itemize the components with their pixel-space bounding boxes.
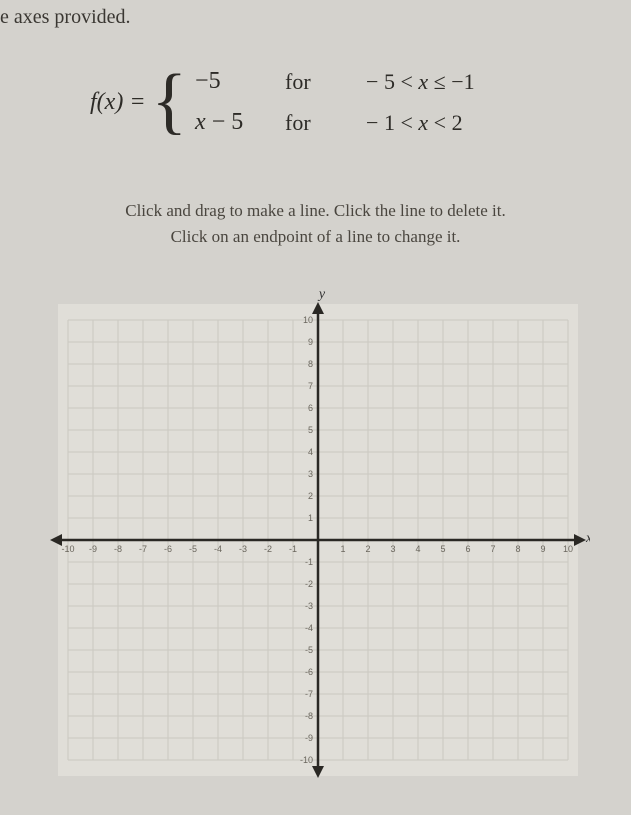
svg-text:-4: -4 (214, 544, 222, 554)
svg-text:9: 9 (540, 544, 545, 554)
svg-text:5: 5 (308, 425, 313, 435)
svg-text:-10: -10 (61, 544, 74, 554)
svg-text:-7: -7 (305, 689, 313, 699)
svg-text:9: 9 (308, 337, 313, 347)
svg-text:3: 3 (308, 469, 313, 479)
svg-text:1: 1 (340, 544, 345, 554)
svg-text:-5: -5 (189, 544, 197, 554)
svg-text:-9: -9 (305, 733, 313, 743)
instructions-line1: Click and drag to make a line. Click the… (0, 198, 631, 224)
x-axis-label: x (585, 531, 590, 546)
svg-text:-2: -2 (305, 579, 313, 589)
case1-value: −5 (195, 68, 285, 95)
svg-text:8: 8 (308, 359, 313, 369)
svg-text:-4: -4 (305, 623, 313, 633)
instructions: Click and drag to make a line. Click the… (0, 198, 631, 249)
y-axis-label: y (317, 287, 326, 302)
svg-text:-7: -7 (139, 544, 147, 554)
svg-text:10: 10 (563, 544, 573, 554)
case1-for: for (285, 69, 355, 95)
svg-text:-3: -3 (305, 601, 313, 611)
svg-text:6: 6 (465, 544, 470, 554)
piecewise-equation: f(x) = { −5 for − 5 < x ≤ −1 x − 5 for −… (90, 68, 475, 136)
svg-text:6: 6 (308, 403, 313, 413)
case2-for: for (285, 110, 355, 136)
svg-text:-8: -8 (114, 544, 122, 554)
instructions-line2: Click on an endpoint of a line to change… (0, 224, 631, 250)
svg-text:-5: -5 (305, 645, 313, 655)
svg-text:2: 2 (365, 544, 370, 554)
equation-lhs: f(x) = (90, 89, 146, 116)
svg-text:3: 3 (390, 544, 395, 554)
svg-text:-10: -10 (300, 755, 313, 765)
svg-text:4: 4 (415, 544, 420, 554)
svg-text:-8: -8 (305, 711, 313, 721)
svg-text:2: 2 (308, 491, 313, 501)
case2-value: x − 5 (195, 109, 285, 136)
equation-cases: −5 for − 5 < x ≤ −1 x − 5 for − 1 < x < … (195, 68, 475, 136)
svg-text:7: 7 (490, 544, 495, 554)
svg-text:8: 8 (515, 544, 520, 554)
case-row-1: −5 for − 5 < x ≤ −1 (195, 68, 475, 95)
case1-condition: − 5 < x ≤ −1 (355, 69, 475, 95)
brace-left: { (152, 72, 188, 131)
svg-text:-6: -6 (164, 544, 172, 554)
svg-text:7: 7 (308, 381, 313, 391)
case2-condition: − 1 < x < 2 (355, 110, 463, 136)
svg-text:5: 5 (440, 544, 445, 554)
svg-text:10: 10 (303, 315, 313, 325)
axes-group (50, 302, 586, 778)
prompt-fragment: e axes provided. (0, 6, 131, 29)
svg-text:-6: -6 (305, 667, 313, 677)
case-row-2: x − 5 for − 1 < x < 2 (195, 109, 475, 136)
svg-text:-9: -9 (89, 544, 97, 554)
svg-text:4: 4 (308, 447, 313, 457)
coordinate-plane[interactable]: -10 -9 -8 -7 -6 -5 -4 -3 -2 -1 1 2 3 4 5 6 7 8 9 10 10 9 8 7 6 5 4… (46, 284, 590, 794)
svg-text:-2: -2 (264, 544, 272, 554)
svg-text:-1: -1 (305, 557, 313, 567)
svg-text:1: 1 (308, 513, 313, 523)
svg-text:-3: -3 (239, 544, 247, 554)
graph-svg[interactable]: -10 -9 -8 -7 -6 -5 -4 -3 -2 -1 1 2 3 4 5 6 7 8 9 10 10 9 8 7 6 5 4… (46, 284, 590, 794)
svg-text:-1: -1 (289, 544, 297, 554)
